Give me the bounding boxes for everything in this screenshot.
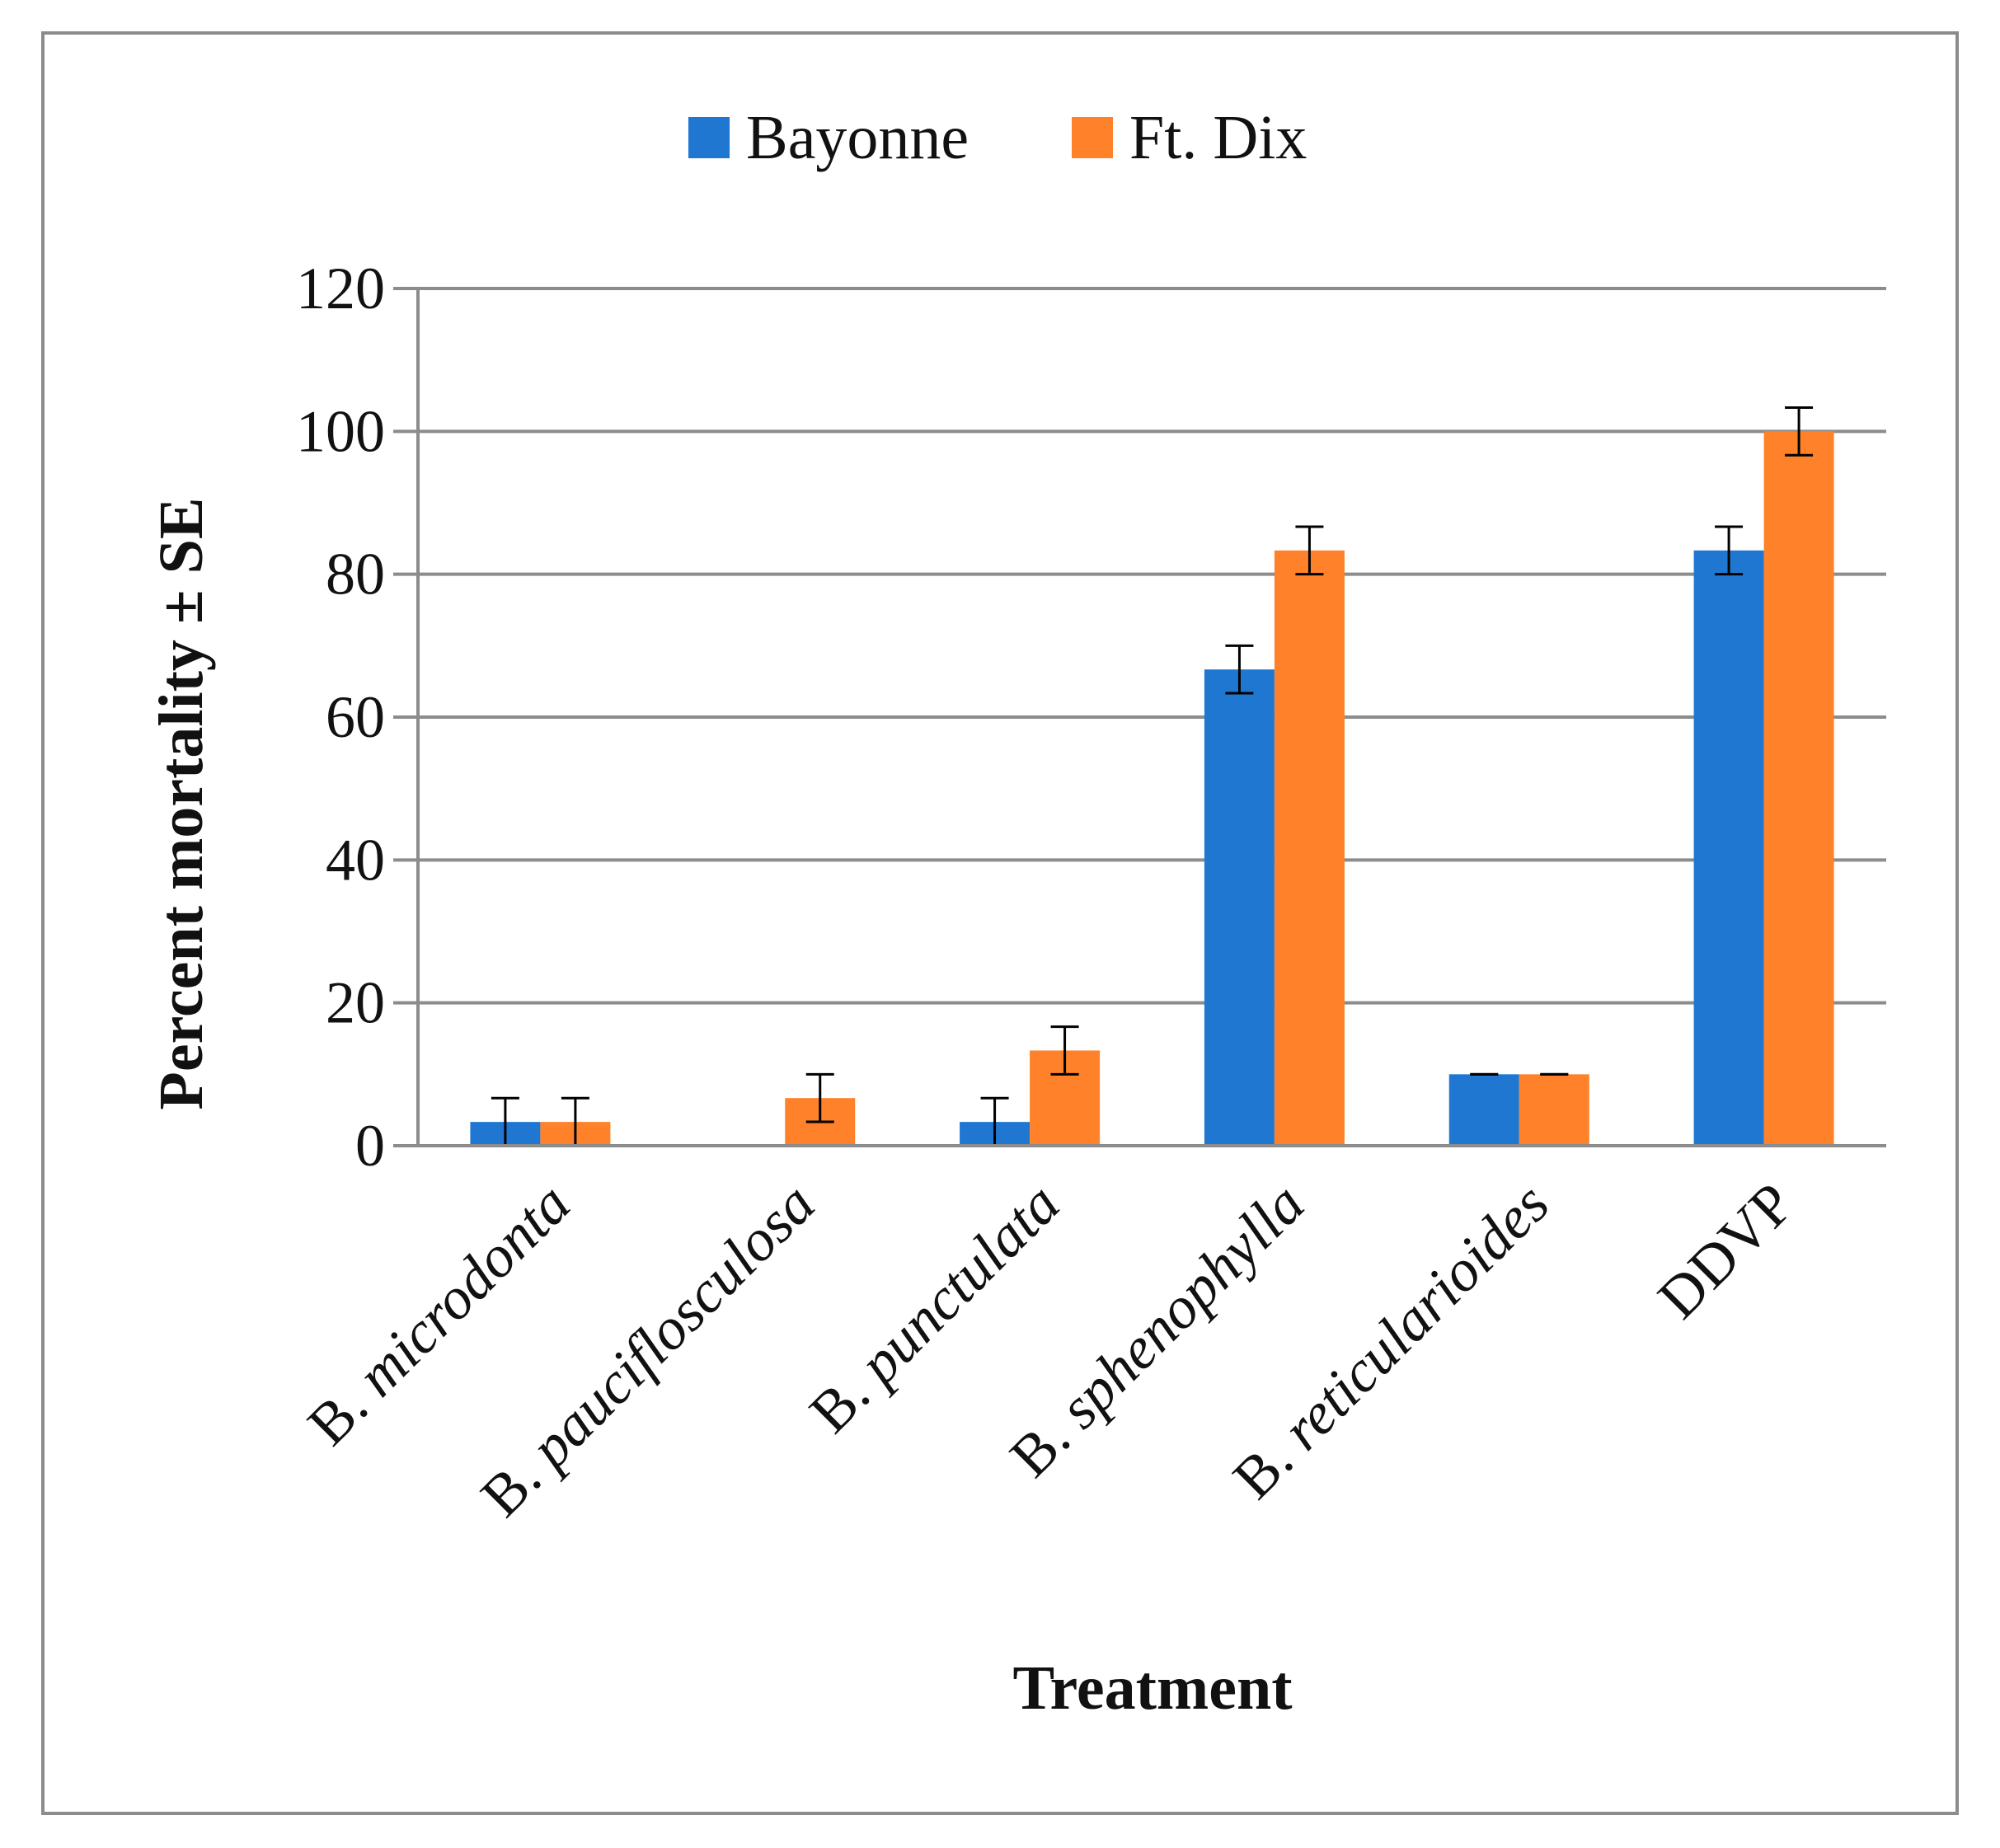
- bar-bayonne-4: [1448, 1074, 1519, 1146]
- errorbar: [491, 1096, 519, 1146]
- y-axis-title: Percent mortality ± SE: [147, 497, 216, 1109]
- y-tick-label: 80: [326, 542, 385, 607]
- bars: [470, 431, 1834, 1146]
- y-tick-labels: 0 20 40 60 80 100 120: [296, 256, 385, 1179]
- errorbar: [1295, 525, 1324, 576]
- bar-ft-dix-5: [1763, 431, 1834, 1146]
- errorbar: [561, 1096, 589, 1146]
- errorbar: [1050, 1025, 1079, 1076]
- y-tick-label: 60: [326, 684, 385, 750]
- errorbar: [1715, 525, 1744, 576]
- y-tick-label: 120: [296, 256, 385, 321]
- legend-swatch-bayonne: [688, 117, 730, 158]
- y-tick-label: 0: [355, 1113, 385, 1179]
- error-bars: [491, 406, 1814, 1146]
- bar-bayonne-3: [1204, 669, 1275, 1146]
- y-tick-label: 20: [326, 970, 385, 1036]
- errorbar: [1785, 406, 1814, 457]
- legend: Bayonne Ft. Dix: [688, 103, 1307, 172]
- legend-label-ft-dix: Ft. Dix: [1129, 103, 1307, 172]
- bar-ft-dix-4: [1519, 1074, 1589, 1146]
- y-tick-label: 100: [296, 398, 385, 464]
- legend-swatch-ft-dix: [1072, 117, 1113, 158]
- legend-label-bayonne: Bayonne: [746, 103, 969, 172]
- errorbar: [1225, 644, 1254, 695]
- x-axis-title: Treatment: [1012, 1653, 1292, 1723]
- errorbar: [980, 1096, 1009, 1146]
- chart-frame: [41, 31, 1959, 1815]
- y-tick-label: 40: [326, 827, 385, 893]
- bar-bayonne-5: [1693, 550, 1764, 1146]
- bar-ft-dix-3: [1274, 550, 1345, 1146]
- errorbar: [805, 1072, 834, 1123]
